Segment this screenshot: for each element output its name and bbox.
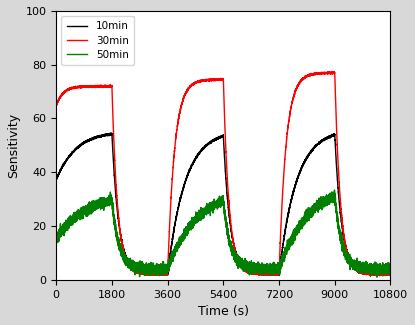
50min bbox=[388, 267, 393, 271]
Line: 50min: 50min bbox=[56, 190, 391, 277]
50min bbox=[55, 232, 60, 236]
Y-axis label: Sensitivity: Sensitivity bbox=[7, 113, 20, 178]
10min bbox=[108, 131, 113, 135]
30min bbox=[326, 70, 331, 74]
50min bbox=[54, 235, 59, 239]
10min bbox=[217, 135, 222, 139]
Line: 30min: 30min bbox=[56, 72, 391, 276]
30min bbox=[119, 240, 124, 244]
10min bbox=[380, 274, 385, 278]
50min bbox=[119, 251, 124, 255]
30min bbox=[54, 104, 59, 108]
30min bbox=[217, 77, 222, 81]
50min bbox=[217, 194, 222, 198]
Line: 10min: 10min bbox=[56, 133, 391, 276]
30min bbox=[55, 100, 60, 104]
50min bbox=[332, 188, 337, 192]
X-axis label: Time (s): Time (s) bbox=[198, 305, 249, 318]
50min bbox=[74, 215, 79, 219]
10min bbox=[55, 174, 60, 178]
10min bbox=[54, 177, 59, 181]
10min bbox=[74, 147, 79, 151]
30min bbox=[370, 273, 375, 277]
30min bbox=[388, 273, 393, 277]
10min bbox=[68, 153, 73, 157]
50min bbox=[370, 266, 375, 270]
50min bbox=[374, 275, 379, 279]
10min bbox=[119, 239, 124, 243]
50min bbox=[68, 222, 73, 226]
30min bbox=[377, 274, 382, 278]
10min bbox=[370, 272, 375, 276]
10min bbox=[388, 272, 393, 276]
30min bbox=[74, 85, 79, 89]
30min bbox=[68, 87, 73, 91]
Legend: 10min, 30min, 50min: 10min, 30min, 50min bbox=[61, 16, 134, 65]
